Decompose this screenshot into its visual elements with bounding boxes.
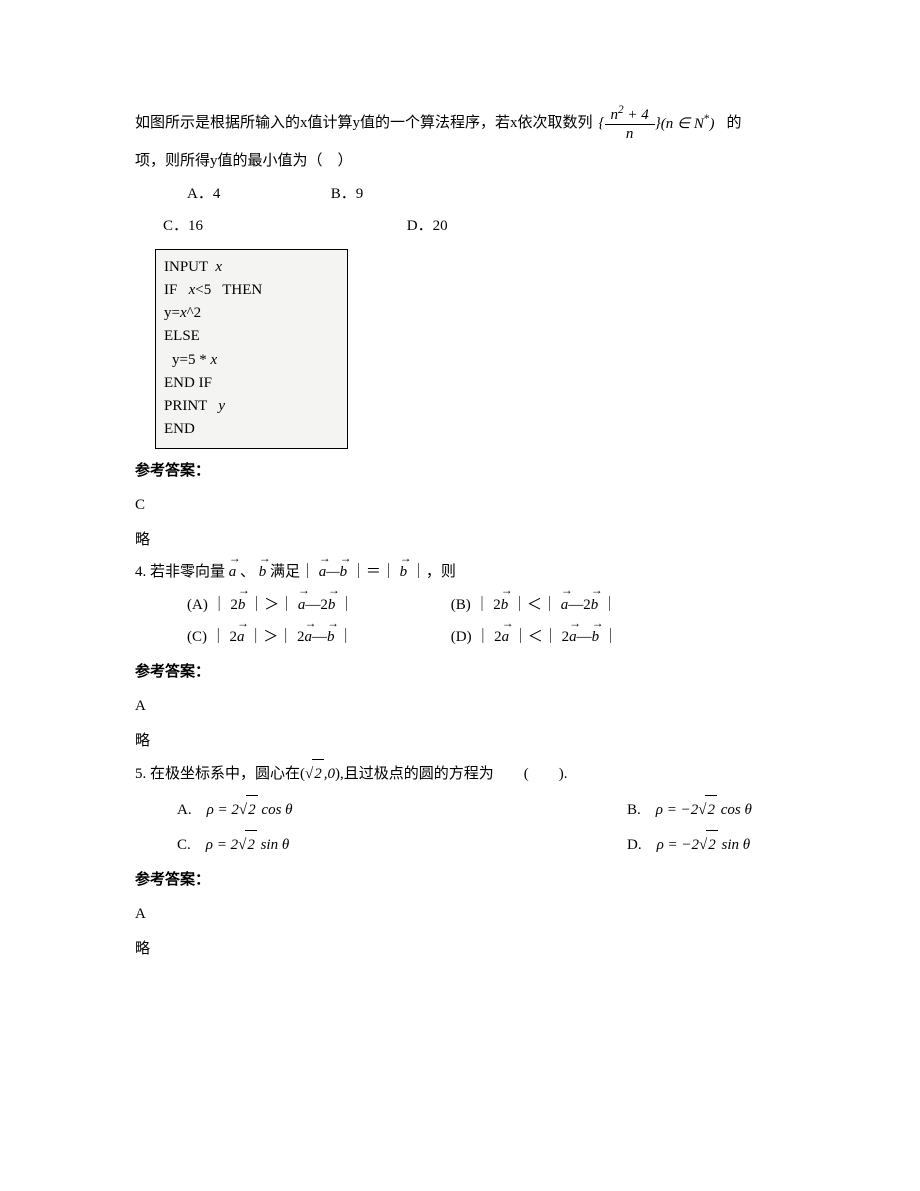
q3-option-b: B．9 xyxy=(331,180,471,209)
q3-options-row2: C．16 D．20 xyxy=(135,212,810,241)
q3-intro-line1: 如图所示是根据所输入的x值计算y值的一个算法程序，若x依次取数列 { n2 + … xyxy=(135,104,810,143)
code-line-2: IF x<5 THEN xyxy=(164,279,339,302)
q5-option-c: C. ρ = 2√2 sin θ xyxy=(177,830,627,860)
q3-seq-suffix: (n ∈ N*) xyxy=(661,109,715,139)
q5-option-d: D. ρ = −2√2 sin θ xyxy=(627,830,810,860)
q4-answer-label: 参考答案： xyxy=(135,658,810,687)
q3-option-a: A．4 xyxy=(187,180,327,209)
q3-intro-post: 的 xyxy=(726,109,741,138)
q3-seq-den: n xyxy=(605,125,655,143)
q3-answer: C xyxy=(135,491,810,520)
vec-b-icon: →b xyxy=(259,558,267,587)
q4-option-d: (D) ｜ 2→a ｜＜｜ 2→a—→b ｜ xyxy=(451,623,711,652)
q3-pseudocode-box: INPUT x IF x<5 THEN y=x^2 ELSE y=5 * x E… xyxy=(155,249,348,449)
q4-option-b: (B) ｜ 2→b ｜＜｜ →a—2→b ｜ xyxy=(451,591,711,620)
code-line-8: END xyxy=(164,418,339,441)
q4-option-c: (C) ｜ 2→a ｜＞｜ 2→a—→b ｜ xyxy=(187,623,447,652)
q3-intro-pre: 如图所示是根据所输入的x值计算y值的一个算法程序，若x依次取数列 xyxy=(135,109,593,138)
q5-options: A. ρ = 2√2 cos θ B. ρ = −2√2 cos θ C. ρ … xyxy=(135,795,810,860)
q3-sequence: { n2 + 4 n } (n ∈ N*) xyxy=(599,104,715,143)
q4-intro: 4. 若非零向量 →a 、 →b 满足｜ →a—→b ｜＝｜ →b ｜，则 xyxy=(135,558,810,587)
q5-option-a: A. ρ = 2√2 cos θ xyxy=(177,795,627,825)
q4-option-a: (A) ｜ 2→b ｜＞｜ →a—2→b ｜ xyxy=(187,591,447,620)
q3-option-c: C．16 xyxy=(163,212,403,241)
code-line-1: INPUT x xyxy=(164,256,339,279)
q4-note: 略 xyxy=(135,727,810,756)
code-line-7: PRINT y xyxy=(164,395,339,418)
q5-intro: 5. 在极坐标系中，圆心在(√2,0),且过极点的圆的方程为 ( ). xyxy=(135,759,810,789)
q3-option-d: D．20 xyxy=(407,212,547,241)
q3-answer-label: 参考答案： xyxy=(135,457,810,486)
q4-options: (A) ｜ 2→b ｜＞｜ →a—2→b ｜ (B) ｜ 2→b ｜＜｜ →a—… xyxy=(135,591,810,652)
vec-a-icon: →a xyxy=(229,558,237,587)
q3-intro-line2: 项，则所得y值的最小值为（ ） xyxy=(135,147,810,176)
code-line-3: y=x^2 xyxy=(164,302,339,325)
code-line-4: ELSE xyxy=(164,325,339,348)
q4-answer: A xyxy=(135,692,810,721)
code-line-5: y=5 * x xyxy=(164,349,339,372)
q5-option-b: B. ρ = −2√2 cos θ xyxy=(627,795,810,825)
q5-answer-label: 参考答案： xyxy=(135,866,810,895)
q5-note: 略 xyxy=(135,935,810,964)
code-line-6: END IF xyxy=(164,372,339,395)
q3-options-row1: A．4 B．9 xyxy=(135,180,810,209)
q3-seq-num: n2 + 4 xyxy=(605,104,655,125)
q5-answer: A xyxy=(135,900,810,929)
